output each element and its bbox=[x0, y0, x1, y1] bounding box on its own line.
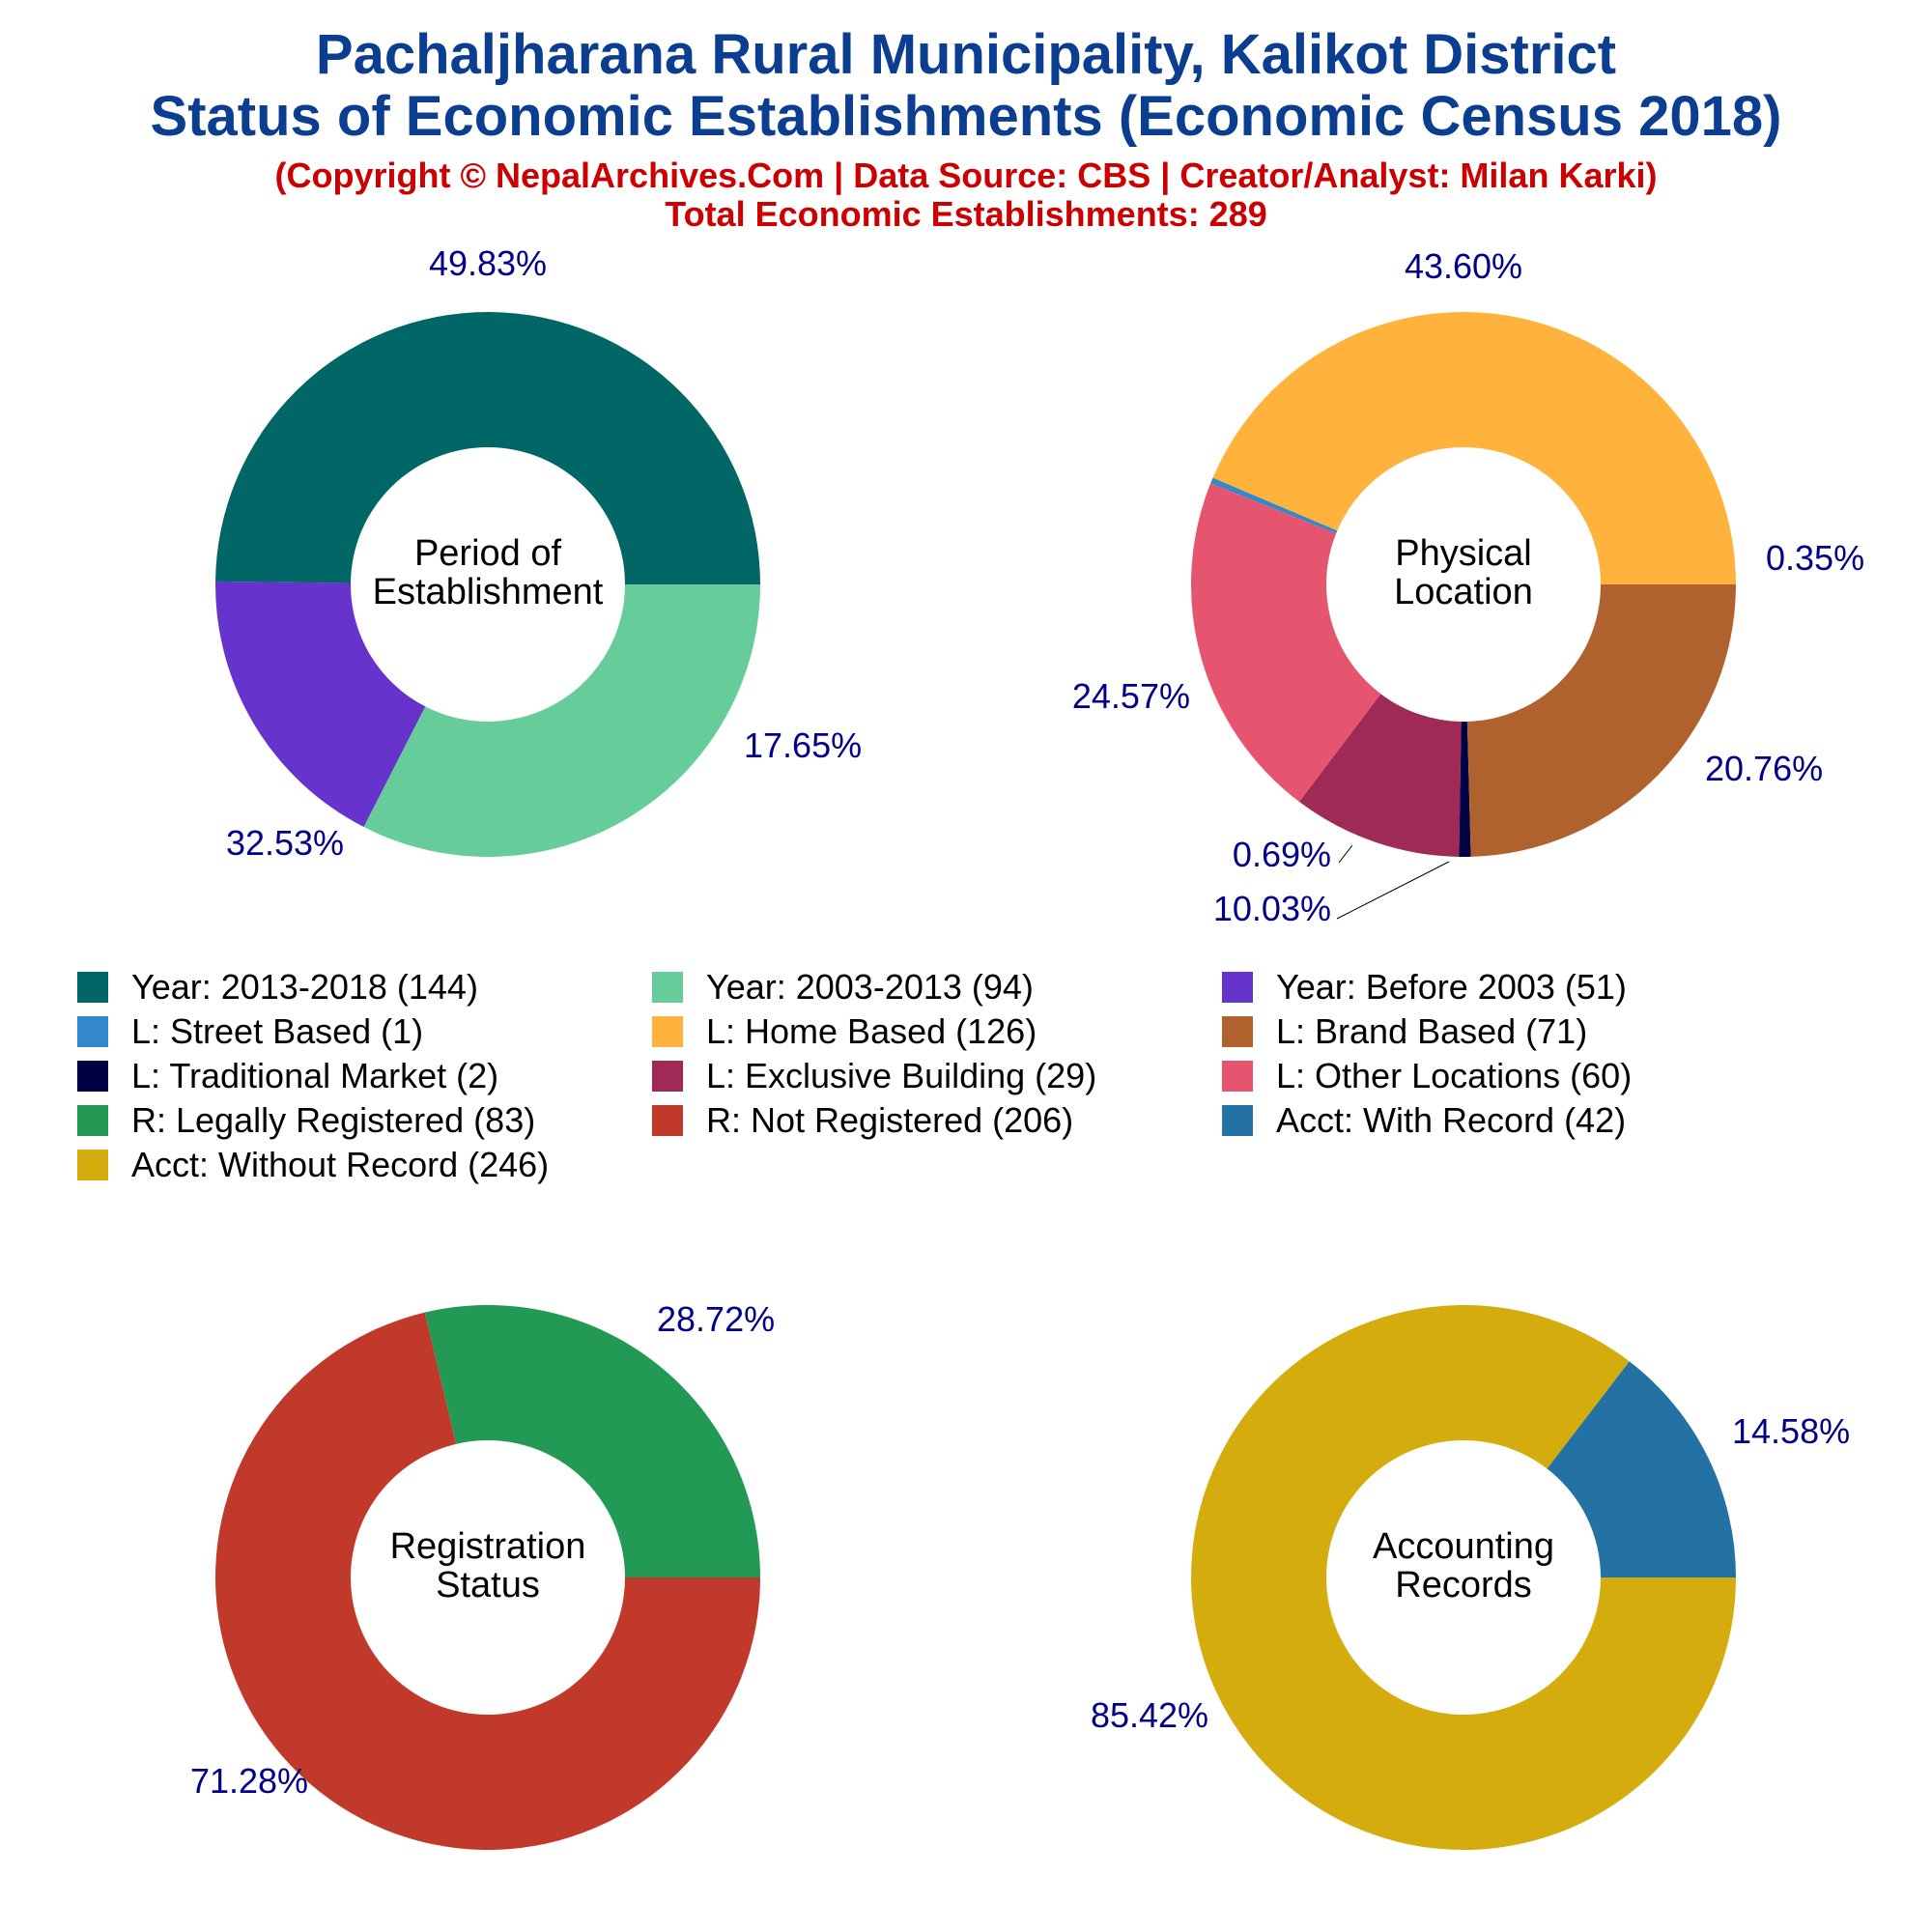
leader-line bbox=[1336, 861, 1450, 920]
donut-center-label: Physical bbox=[1395, 533, 1532, 574]
donut-center-label: Location bbox=[1394, 572, 1533, 612]
donut-slice bbox=[1210, 477, 1338, 534]
donut-center-label: Status bbox=[436, 1565, 540, 1605]
slice-percent-label: 17.65% bbox=[744, 725, 862, 765]
leader-line bbox=[1338, 844, 1353, 864]
legend-item: L: Exclusive Building (29) bbox=[652, 1056, 1097, 1095]
donut-slice bbox=[1459, 721, 1471, 857]
legend-label: L: Exclusive Building (29) bbox=[706, 1056, 1097, 1095]
legend-label: Year: Before 2003 (51) bbox=[1276, 967, 1627, 1007]
legend-label: Year: 2013-2018 (144) bbox=[131, 967, 478, 1007]
legend-swatch bbox=[652, 1105, 683, 1136]
donut-center-label: Registration bbox=[390, 1526, 586, 1567]
donut-slice bbox=[1191, 1305, 1736, 1850]
donut-slice bbox=[1191, 483, 1381, 803]
donut-center-label: Accounting bbox=[1373, 1526, 1554, 1567]
slice-percent-label: 85.42% bbox=[1091, 1695, 1208, 1735]
legend-item: Year: 2003-2013 (94) bbox=[652, 967, 1034, 1007]
legend-label: L: Street Based (1) bbox=[131, 1011, 424, 1051]
legend-swatch bbox=[77, 1105, 108, 1136]
legend-label: L: Brand Based (71) bbox=[1276, 1011, 1588, 1051]
legend-label: R: Not Registered (206) bbox=[706, 1100, 1074, 1140]
legend-swatch bbox=[77, 1061, 108, 1092]
legend-item: L: Brand Based (71) bbox=[1222, 1011, 1588, 1051]
legend-label: L: Traditional Market (2) bbox=[131, 1056, 499, 1095]
slice-percent-label: 49.83% bbox=[429, 243, 547, 283]
slice-percent-label: 14.58% bbox=[1732, 1411, 1850, 1451]
legend-label: Acct: With Record (42) bbox=[1276, 1100, 1627, 1140]
donut-slice bbox=[214, 1312, 761, 1850]
legend-swatch bbox=[77, 972, 108, 1003]
legend-item: Year: Before 2003 (51) bbox=[1222, 967, 1627, 1007]
slice-percent-label: 71.28% bbox=[190, 1761, 308, 1801]
legend-label: Acct: Without Record (246) bbox=[131, 1145, 550, 1184]
slice-percent-label: 43.60% bbox=[1405, 246, 1522, 286]
legend-item: Acct: With Record (42) bbox=[1222, 1100, 1627, 1140]
donut-slice bbox=[1212, 312, 1736, 584]
donut-slice bbox=[1466, 584, 1736, 857]
donut-center-label: Records bbox=[1395, 1565, 1532, 1605]
legend-item: Year: 2013-2018 (144) bbox=[77, 967, 478, 1007]
legend-label: Year: 2003-2013 (94) bbox=[706, 967, 1034, 1007]
donut-slice bbox=[424, 1305, 760, 1577]
legend-label: L: Home Based (126) bbox=[706, 1011, 1037, 1051]
chart-title-line2: Status of Economic Establishments (Econo… bbox=[150, 85, 1782, 148]
total-establishments-subtitle: Total Economic Establishments: 289 bbox=[665, 194, 1267, 234]
legend-swatch bbox=[77, 1150, 108, 1180]
chart-title-line1: Pachaljharana Rural Municipality, Kaliko… bbox=[315, 23, 1617, 86]
legend-swatch bbox=[1222, 1061, 1253, 1092]
legend-swatch bbox=[652, 1061, 683, 1092]
copyright-subtitle: (Copyright © NepalArchives.Com | Data So… bbox=[274, 156, 1658, 195]
slice-percent-label: 32.53% bbox=[226, 823, 344, 863]
slice-percent-label: 28.72% bbox=[657, 1299, 775, 1339]
donut-slice bbox=[363, 584, 760, 857]
legend-item: L: Home Based (126) bbox=[652, 1011, 1037, 1051]
legend-item: L: Traditional Market (2) bbox=[77, 1056, 499, 1095]
legend-item: L: Other Locations (60) bbox=[1222, 1056, 1633, 1095]
legend-swatch bbox=[652, 972, 683, 1003]
slice-percent-label: 0.69% bbox=[1233, 835, 1331, 874]
donut-center-label: Period of bbox=[414, 533, 562, 574]
legend-swatch bbox=[1222, 1016, 1253, 1047]
legend-swatch bbox=[1222, 972, 1253, 1003]
slice-percent-label: 0.35% bbox=[1766, 538, 1864, 578]
legend-item: R: Not Registered (206) bbox=[652, 1100, 1074, 1140]
legend-item: R: Legally Registered (83) bbox=[77, 1100, 536, 1140]
legend-swatch bbox=[1222, 1105, 1253, 1136]
slice-percent-label: 24.57% bbox=[1072, 676, 1190, 716]
slice-percent-label: 10.03% bbox=[1213, 889, 1331, 928]
legend-label: L: Other Locations (60) bbox=[1276, 1056, 1633, 1095]
donut-center-label: Establishment bbox=[373, 572, 604, 612]
donut-slice bbox=[1547, 1361, 1736, 1577]
legend-label: R: Legally Registered (83) bbox=[131, 1100, 536, 1140]
slice-percent-label: 20.76% bbox=[1705, 749, 1823, 788]
legend-swatch bbox=[652, 1016, 683, 1047]
donut-slice bbox=[215, 312, 760, 584]
donut-chart-2: 43.60% 0.35% 20.76% 10.03% 0.69% 24.57% Physic… bbox=[1072, 246, 1864, 928]
donut-slice bbox=[215, 581, 426, 828]
legend-swatch bbox=[77, 1016, 108, 1047]
donut-slice bbox=[1299, 694, 1462, 857]
legend-item: L: Street Based (1) bbox=[77, 1011, 424, 1051]
legend-item: Acct: Without Record (246) bbox=[77, 1145, 550, 1184]
